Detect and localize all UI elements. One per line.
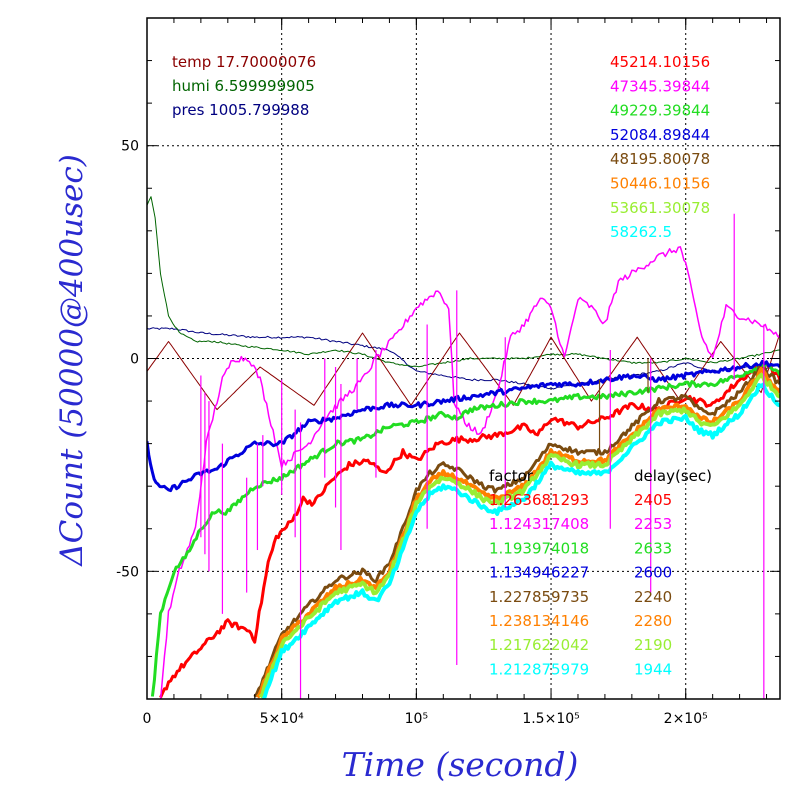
grid	[147, 18, 780, 699]
value-legend-item: 47345.39844	[610, 77, 710, 95]
series-line-2	[147, 332, 780, 411]
factor-value: 1.217622042	[489, 636, 589, 654]
series-line-7	[253, 365, 780, 698]
x-tick-label: 2×10⁵	[664, 711, 708, 727]
factor-value: 1.263681293	[489, 491, 589, 509]
delay-value: 2633	[634, 539, 672, 557]
series-line-6	[147, 359, 780, 493]
series-line-0	[147, 327, 780, 390]
env-legend-item: humi 6.599999905	[172, 77, 315, 95]
delay-value: 2190	[634, 636, 672, 654]
delay-value: 2280	[634, 612, 672, 630]
value-legend-item: 50446.10156	[610, 175, 710, 193]
factor-value: 1.227859735	[489, 588, 589, 606]
delay-header: delay(sec)	[634, 467, 712, 485]
series-line-10	[261, 382, 780, 699]
value-legend-item: 52084.89844	[610, 126, 710, 144]
axis-ticks: 0 5×10⁴ 10⁵ 1.5×10⁵ 2×10⁵ 50 0 -50	[116, 18, 780, 727]
x-tick-label: 0	[143, 711, 152, 727]
value-legend-item: 45214.10156	[610, 53, 710, 71]
series-line-5	[150, 362, 780, 697]
y-tick-label: -50	[116, 564, 139, 580]
delay-value: 2240	[634, 588, 672, 606]
y-tick-label: 50	[121, 139, 139, 155]
series-line-9	[258, 373, 780, 699]
series-line-1	[147, 196, 780, 368]
factor-value: 1.193974018	[489, 539, 589, 557]
env-legend-item: temp 17.70000076	[172, 53, 316, 71]
value-legend-item: 53661.30078	[610, 199, 710, 217]
y-axis-label: ΔCount (50000@400usec)	[54, 154, 90, 567]
env-legend-item: pres 1005.799988	[172, 101, 309, 119]
factor-value: 1.134946227	[489, 564, 589, 582]
value-legend-item: 58262.5	[610, 223, 672, 241]
series-line-4	[159, 246, 780, 699]
factor-value: 1.238134146	[489, 612, 589, 630]
series-layer	[147, 196, 780, 699]
factor-value: 1.212875979	[489, 660, 589, 678]
factor-value: 1.124317408	[489, 515, 589, 533]
value-legend-item: 48195.80078	[610, 150, 710, 168]
series-group	[147, 196, 780, 699]
legends: temp 17.70000076 humi 6.599999905 pres 100…	[172, 53, 712, 678]
factor-header: factor	[489, 467, 534, 485]
x-tick-label: 5×10⁴	[260, 711, 304, 727]
x-axis-label: Time (second)	[342, 745, 579, 784]
delay-value: 2600	[634, 564, 672, 582]
delay-value: 1944	[634, 660, 672, 678]
delay-value: 2253	[634, 515, 672, 533]
x-tick-label: 10⁵	[405, 711, 428, 727]
value-legend-item: 49229.39844	[610, 102, 710, 120]
y-tick-label: 0	[130, 352, 139, 368]
x-tick-label: 1.5×10⁵	[522, 711, 579, 727]
delay-value: 2405	[634, 491, 672, 509]
